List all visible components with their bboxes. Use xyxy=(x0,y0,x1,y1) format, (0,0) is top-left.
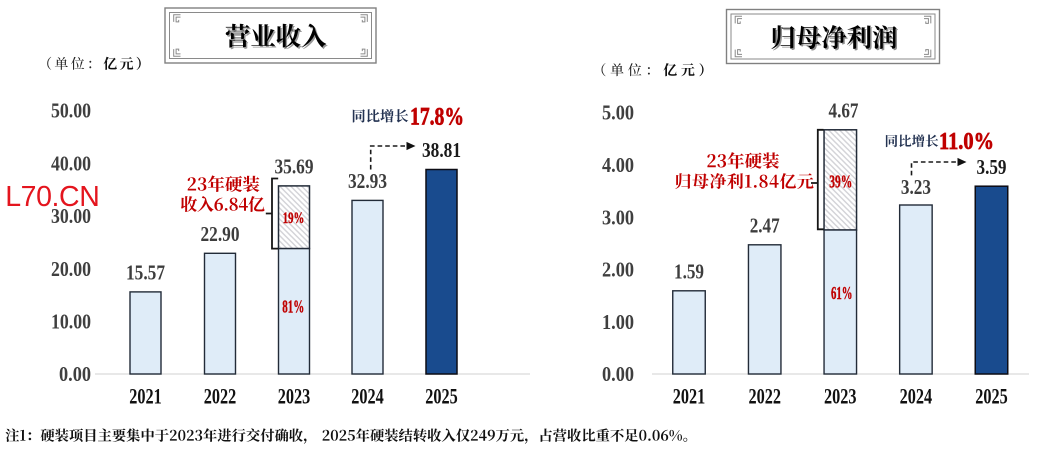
svg-text:4.00: 4.00 xyxy=(602,153,634,177)
svg-text:2025: 2025 xyxy=(425,384,458,409)
svg-text:0.00: 0.00 xyxy=(602,362,634,386)
svg-text:10.00: 10.00 xyxy=(51,310,91,334)
svg-text:3.00: 3.00 xyxy=(602,205,634,229)
svg-text:2024: 2024 xyxy=(900,384,933,409)
svg-text:3.23: 3.23 xyxy=(901,175,931,199)
svg-text:38.81: 38.81 xyxy=(422,138,461,162)
svg-text:19%: 19% xyxy=(283,210,305,227)
svg-text:4.67: 4.67 xyxy=(829,98,859,122)
svg-text:2.00: 2.00 xyxy=(602,258,634,282)
svg-text:35.69: 35.69 xyxy=(275,155,314,179)
svg-text:1.59: 1.59 xyxy=(674,259,704,283)
svg-text:2.47: 2.47 xyxy=(750,213,780,237)
svg-text:50.00: 50.00 xyxy=(51,99,91,123)
svg-text:17.8%: 17.8% xyxy=(410,104,464,131)
svg-text:2023: 2023 xyxy=(824,384,857,409)
svg-text:2024: 2024 xyxy=(351,384,384,409)
svg-text:2025: 2025 xyxy=(975,384,1008,409)
svg-text:2021: 2021 xyxy=(673,384,706,409)
svg-text:1.00: 1.00 xyxy=(602,310,634,334)
svg-text:61%: 61% xyxy=(831,283,853,303)
svg-text:L70.CN: L70.CN xyxy=(5,181,99,213)
svg-text:32.93: 32.93 xyxy=(348,169,387,193)
svg-text:5.00: 5.00 xyxy=(602,101,634,125)
svg-text:22.90: 22.90 xyxy=(201,222,240,246)
svg-text:11.0%: 11.0% xyxy=(939,129,994,155)
svg-text:81%: 81% xyxy=(282,297,304,317)
svg-text:2022: 2022 xyxy=(204,384,237,409)
svg-text:40.00: 40.00 xyxy=(51,151,91,175)
svg-text:39%: 39% xyxy=(829,172,852,192)
svg-text:15.57: 15.57 xyxy=(126,261,165,285)
svg-text:30.00: 30.00 xyxy=(51,204,91,228)
svg-text:2021: 2021 xyxy=(129,384,162,409)
svg-text:20.00: 20.00 xyxy=(51,257,91,281)
svg-text:2023: 2023 xyxy=(278,384,311,409)
svg-text:2022: 2022 xyxy=(748,384,781,409)
svg-text:3.59: 3.59 xyxy=(977,155,1007,179)
svg-text:0.00: 0.00 xyxy=(59,362,91,386)
